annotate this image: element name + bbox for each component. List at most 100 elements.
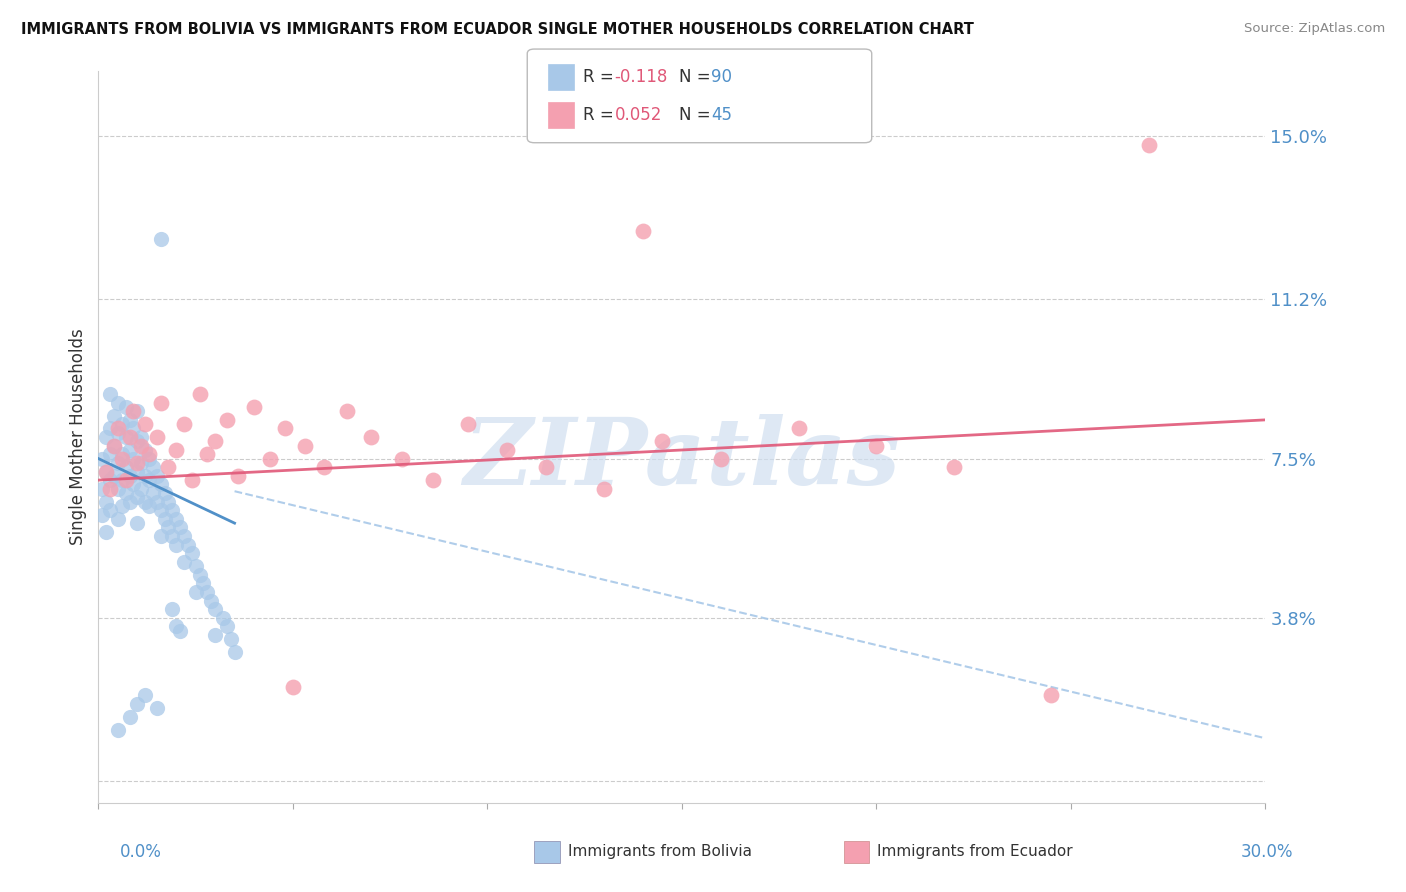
- Point: [195, 585, 218, 599]
- Point: [294, 439, 316, 453]
- Point: [122, 451, 145, 466]
- Point: [165, 442, 187, 457]
- Point: [91, 508, 114, 522]
- Point: [146, 701, 169, 715]
- Point: [114, 430, 136, 444]
- Point: [274, 421, 297, 435]
- Point: [177, 538, 200, 552]
- Point: [422, 473, 444, 487]
- Point: [204, 602, 226, 616]
- Point: [118, 468, 141, 483]
- Point: [107, 723, 129, 737]
- Point: [281, 680, 304, 694]
- Point: [496, 442, 519, 457]
- Point: [180, 473, 202, 487]
- Point: [149, 529, 172, 543]
- Point: [134, 468, 156, 483]
- Point: [103, 468, 125, 483]
- Point: [219, 632, 242, 647]
- Text: Immigrants from Ecuador: Immigrants from Ecuador: [877, 845, 1073, 859]
- Point: [107, 482, 129, 496]
- Point: [165, 538, 187, 552]
- Point: [107, 425, 129, 440]
- Point: [173, 555, 195, 569]
- Text: Source: ZipAtlas.com: Source: ZipAtlas.com: [1244, 22, 1385, 36]
- Point: [111, 473, 134, 487]
- Point: [157, 460, 180, 475]
- Point: [188, 567, 211, 582]
- Point: [259, 451, 281, 466]
- Point: [162, 529, 184, 543]
- Point: [1040, 688, 1063, 702]
- Point: [114, 473, 136, 487]
- Point: [98, 421, 121, 435]
- Point: [114, 460, 136, 475]
- Point: [165, 619, 187, 633]
- Point: [457, 417, 479, 432]
- Point: [91, 482, 114, 496]
- Point: [122, 404, 145, 418]
- Point: [118, 494, 141, 508]
- Point: [336, 404, 359, 418]
- Point: [122, 421, 145, 435]
- Point: [651, 434, 673, 449]
- Point: [98, 387, 121, 401]
- Point: [118, 413, 141, 427]
- Point: [200, 593, 222, 607]
- Point: [129, 482, 152, 496]
- Point: [134, 494, 156, 508]
- Point: [98, 447, 121, 461]
- Point: [173, 417, 195, 432]
- Point: [165, 512, 187, 526]
- Text: N =: N =: [679, 106, 716, 124]
- Point: [138, 447, 160, 461]
- Point: [184, 559, 207, 574]
- Point: [243, 400, 266, 414]
- Point: [204, 434, 226, 449]
- Text: 90: 90: [711, 68, 733, 86]
- Point: [96, 465, 118, 479]
- Text: ZIPatlas: ZIPatlas: [464, 414, 900, 504]
- Point: [127, 434, 149, 449]
- Point: [127, 404, 149, 418]
- Point: [146, 494, 169, 508]
- Point: [138, 451, 160, 466]
- Point: [149, 232, 172, 246]
- Point: [96, 494, 118, 508]
- Point: [312, 460, 335, 475]
- Point: [134, 688, 156, 702]
- Point: [129, 439, 152, 453]
- Text: 0.052: 0.052: [614, 106, 662, 124]
- Text: N =: N =: [679, 68, 716, 86]
- Point: [122, 477, 145, 491]
- Text: -0.118: -0.118: [614, 68, 668, 86]
- Point: [138, 499, 160, 513]
- Point: [787, 421, 810, 435]
- Point: [138, 473, 160, 487]
- Point: [134, 442, 156, 457]
- Y-axis label: Single Mother Households: Single Mother Households: [69, 329, 87, 545]
- Point: [142, 486, 165, 500]
- Point: [180, 546, 202, 560]
- Point: [188, 387, 211, 401]
- Point: [146, 430, 169, 444]
- Point: [107, 395, 129, 409]
- Point: [184, 585, 207, 599]
- Point: [127, 516, 149, 530]
- Point: [111, 451, 134, 466]
- Point: [943, 460, 966, 475]
- Point: [91, 451, 114, 466]
- Point: [111, 447, 134, 461]
- Point: [142, 460, 165, 475]
- Point: [114, 486, 136, 500]
- Point: [195, 447, 218, 461]
- Text: 30.0%: 30.0%: [1241, 843, 1294, 861]
- Text: 0.0%: 0.0%: [120, 843, 162, 861]
- Point: [631, 223, 654, 237]
- Point: [593, 482, 616, 496]
- Point: [114, 400, 136, 414]
- Point: [134, 417, 156, 432]
- Point: [149, 503, 172, 517]
- Text: 45: 45: [711, 106, 733, 124]
- Point: [534, 460, 557, 475]
